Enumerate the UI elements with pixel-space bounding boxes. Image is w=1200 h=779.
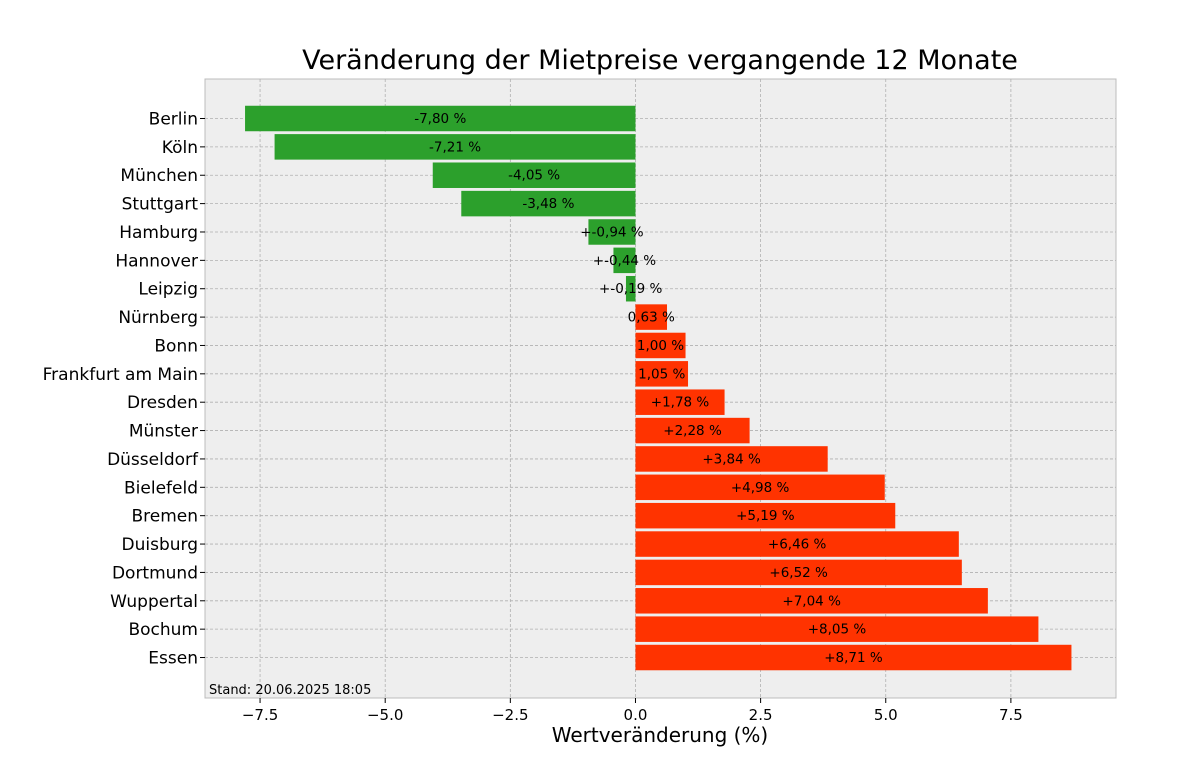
bar: [635, 361, 689, 387]
data-label: 1,00 %: [637, 338, 684, 354]
data-label: -3,48 %: [522, 196, 574, 212]
bar: [432, 162, 636, 188]
y-tick-label: Duisburg: [122, 535, 199, 555]
y-tick-label: Düsseldorf: [107, 450, 199, 470]
bar: [635, 616, 1039, 642]
y-tick-label: Essen: [148, 649, 198, 669]
bar: [625, 275, 636, 302]
data-label: +4,98 %: [731, 480, 790, 496]
data-label: +7,04 %: [782, 593, 841, 609]
y-tick-label: Dortmund: [112, 563, 198, 583]
bar: [588, 219, 636, 245]
data-label: -7,80 %: [414, 111, 466, 127]
y-tick-label: Nürnberg: [118, 308, 198, 328]
bar: [635, 474, 885, 501]
bar: [635, 417, 750, 444]
y-tick-label: Hamburg: [119, 223, 198, 243]
data-label: -4,05 %: [508, 168, 560, 184]
data-label: +6,46 %: [768, 537, 827, 553]
bar: [635, 446, 828, 472]
y-axis: Berlin Köln München Stuttgart Hamburg Hannove…: [43, 110, 205, 669]
data-label: 0,63 %: [628, 310, 675, 326]
y-tick-label: Köln: [162, 138, 198, 158]
x-tick-label: 7.5: [999, 706, 1023, 724]
x-tick-label: −2.5: [492, 706, 528, 724]
bar: [274, 134, 636, 160]
x-tick-label: −7.5: [242, 706, 278, 724]
y-tick-label: Leipzig: [138, 280, 198, 300]
data-label: +3,84 %: [702, 451, 761, 467]
y-tick-label: München: [120, 166, 198, 186]
bar: [635, 332, 686, 359]
bars: [245, 105, 1072, 671]
x-axis-label: Wertveränderung (%): [552, 723, 769, 747]
bar: [461, 190, 636, 217]
data-label: +8,05 %: [808, 622, 867, 638]
bar: [635, 644, 1072, 671]
x-tick-label: 5.0: [874, 706, 898, 724]
bar: [635, 531, 959, 557]
data-label: +-0,19 %: [599, 281, 663, 297]
bar: [635, 389, 725, 415]
bar: [613, 247, 636, 274]
data-label: +1,78 %: [651, 395, 710, 411]
y-tick-label: Bielefeld: [124, 478, 198, 498]
data-label: +-0,94 %: [580, 224, 644, 240]
y-tick-label: Wuppertal: [110, 592, 198, 612]
x-axis: −7.5 −5.0 −2.5 0.0 2.5 5.0 7.5: [242, 698, 1023, 724]
bar: [245, 105, 636, 132]
y-tick-label: Dresden: [127, 393, 198, 413]
x-tick-label: −5.0: [367, 706, 403, 724]
bar: [635, 502, 896, 529]
y-tick-label: Bochum: [128, 620, 198, 640]
data-label: +8,71 %: [824, 650, 883, 666]
data-label: +5,19 %: [736, 508, 795, 524]
y-tick-label: Bonn: [154, 336, 198, 356]
data-labels: -7,80 % -7,21 % -4,05 % -3,48 % +-0,94 % +-0,…: [414, 111, 883, 666]
y-tick-label: Berlin: [149, 110, 198, 130]
footnote: Stand: 20.06.2025 18:05: [209, 683, 371, 698]
y-tick-label: Hannover: [115, 251, 198, 271]
y-tick-label: Münster: [129, 422, 198, 442]
bar: [635, 559, 962, 586]
data-label: +2,28 %: [663, 423, 722, 439]
bar: [635, 304, 668, 330]
data-label: 1,05 %: [638, 366, 685, 382]
bar: [635, 588, 988, 614]
chart-title: Veränderung der Mietpreise vergangende 1…: [302, 45, 1018, 76]
y-tick-label: Stuttgart: [122, 195, 199, 215]
y-tick-label: Bremen: [131, 507, 198, 527]
x-tick-label: 0.0: [624, 706, 648, 724]
y-tick-label: Frankfurt am Main: [43, 365, 198, 385]
x-tick-label: 2.5: [749, 706, 773, 724]
data-label: +-0,44 %: [593, 253, 657, 269]
data-label: -7,21 %: [429, 139, 481, 155]
data-label: +6,52 %: [769, 565, 828, 581]
